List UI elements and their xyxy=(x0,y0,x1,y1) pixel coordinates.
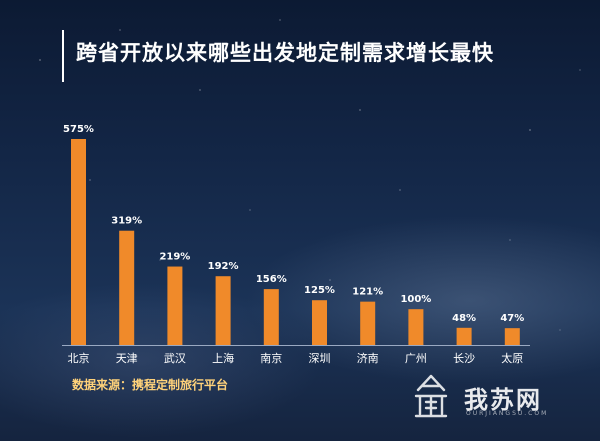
chart-title: 跨省开放以来哪些出发地定制需求增长最快 xyxy=(76,41,494,65)
category-label: 深圳 xyxy=(309,352,331,365)
bar-广州 xyxy=(408,309,424,345)
category-label: 广州 xyxy=(405,352,427,365)
logo-emblem-icon xyxy=(414,374,448,418)
bar-上海 xyxy=(215,276,231,345)
category-label: 太原 xyxy=(501,352,523,365)
logo-text: 我苏网 xyxy=(464,385,542,414)
category-label: 北京 xyxy=(68,351,90,365)
bar-value-label: 100% xyxy=(400,294,431,305)
bar-value-label: 575% xyxy=(63,124,94,135)
title-accent-bar xyxy=(62,30,64,82)
bar-value-label: 48% xyxy=(452,313,476,324)
bar-value-label: 192% xyxy=(208,261,239,272)
bar-济南 xyxy=(360,301,376,345)
category-label: 长沙 xyxy=(453,352,475,365)
bar-深圳 xyxy=(312,300,327,345)
bar-value-label: 319% xyxy=(111,216,142,227)
category-label: 天津 xyxy=(116,352,138,365)
bar-太原 xyxy=(504,328,520,345)
logo-subtext: OURJIANGSU.COM xyxy=(466,410,549,417)
bar-武汉 xyxy=(167,266,183,345)
category-label: 武汉 xyxy=(164,352,186,365)
category-label: 上海 xyxy=(212,351,234,365)
data-source-note: 数据来源：携程定制旅行平台 xyxy=(72,378,229,392)
bar-value-label: 219% xyxy=(159,252,190,263)
site-logo: 我苏网 OURJIANGSU.COM xyxy=(408,372,578,420)
category-label: 济南 xyxy=(357,351,379,365)
bar-value-label: 125% xyxy=(304,285,335,296)
bar-天津 xyxy=(119,230,135,345)
bar-value-label: 156% xyxy=(256,274,287,285)
bar-北京 xyxy=(71,139,86,345)
bar-南京 xyxy=(263,289,279,345)
bar-value-label: 121% xyxy=(352,287,383,298)
category-label: 南京 xyxy=(260,351,282,365)
bar-value-label: 47% xyxy=(500,313,524,324)
bar-长沙 xyxy=(456,327,472,345)
